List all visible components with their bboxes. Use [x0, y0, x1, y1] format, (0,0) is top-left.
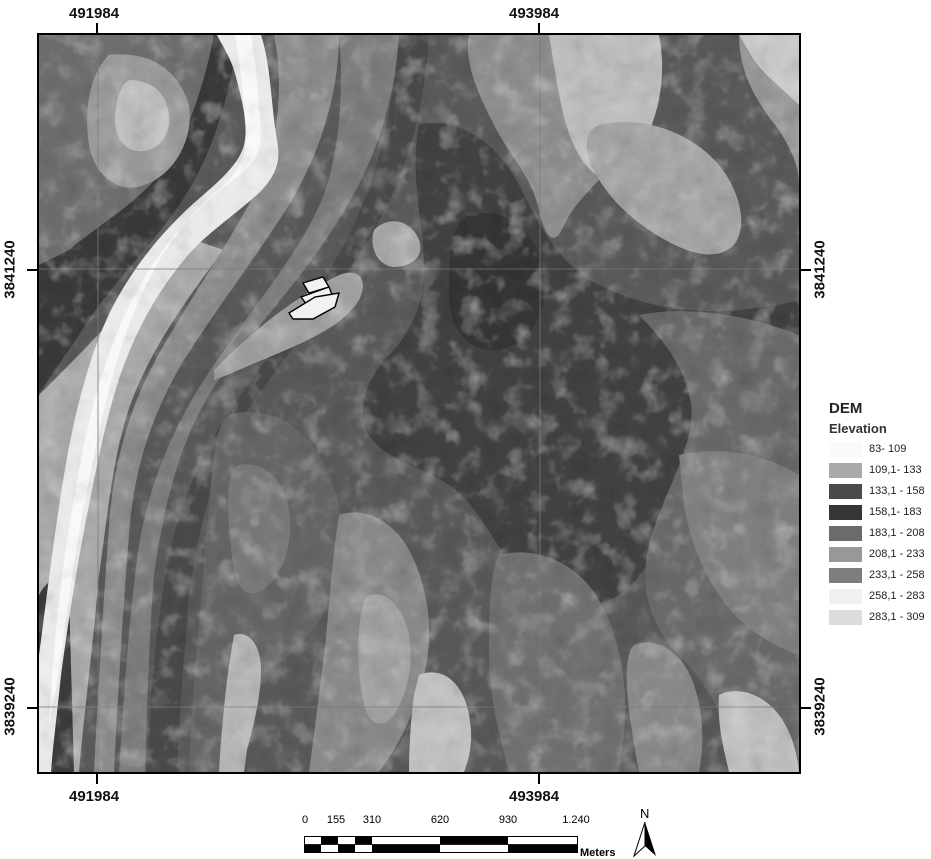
legend-item: 208,1 - 233 — [829, 545, 929, 564]
legend-label: 183,1 - 208 — [869, 527, 925, 539]
dem-map-graphic — [39, 35, 799, 772]
site-outline — [288, 276, 340, 320]
coord-left-bottom: 3839240 — [1, 677, 19, 736]
legend-item: 109,1- 133 — [829, 461, 929, 480]
scale-label-930: 930 — [498, 814, 518, 826]
legend-swatch — [829, 568, 862, 583]
legend-label: 233,1 - 258 — [869, 569, 925, 581]
legend-swatch — [829, 547, 862, 562]
legend-item: 233,1 - 258 — [829, 566, 929, 585]
tick-top-right — [538, 23, 540, 33]
legend-item: 133,1 - 158 — [829, 482, 929, 501]
scale-bar-graphic — [304, 836, 578, 853]
scale-units: Meters — [580, 847, 616, 859]
legend-item: 158,1- 183 — [829, 503, 929, 522]
legend-item: 83- 109 — [829, 440, 929, 459]
coord-top-left: 491984 — [69, 5, 120, 22]
tick-right-bottom — [801, 707, 811, 709]
scale-label-310: 310 — [362, 814, 382, 826]
coord-right-top: 3841240 — [811, 240, 829, 299]
coord-bottom-left: 491984 — [69, 788, 120, 805]
legend-swatch — [829, 526, 862, 541]
legend-swatch — [829, 610, 862, 625]
legend-item: 283,1 - 309 — [829, 608, 929, 627]
north-arrow: N — [632, 806, 658, 858]
legend-swatch — [829, 442, 862, 457]
legend-label: 158,1- 183 — [869, 506, 922, 518]
scale-label-0: 0 — [301, 814, 309, 826]
coord-right-bottom: 3839240 — [811, 677, 829, 736]
legend-label: 83- 109 — [869, 443, 907, 455]
legend-label: 133,1 - 158 — [869, 485, 925, 497]
north-arrow-icon — [632, 822, 656, 858]
coord-top-right: 493984 — [509, 5, 560, 22]
legend-item: 258,1 - 283 — [829, 587, 929, 606]
tick-top-left — [96, 23, 98, 33]
legend-label: 208,1 - 233 — [869, 548, 925, 560]
coord-left-top: 3841240 — [1, 240, 19, 299]
legend: DEM Elevation 83- 109 109,1- 133 133,1 - 1… — [829, 400, 929, 629]
scale-label-620: 620 — [430, 814, 450, 826]
tick-left-bottom — [27, 707, 37, 709]
legend-swatch — [829, 505, 862, 520]
legend-label: 109,1- 133 — [869, 464, 922, 476]
scale-bar: 0 155 310 620 930 1.240 Meters — [300, 814, 640, 859]
legend-title: DEM — [829, 400, 863, 417]
scale-label-155: 155 — [326, 814, 346, 826]
legend-label: 258,1 - 283 — [869, 590, 925, 602]
legend-swatch — [829, 484, 862, 499]
legend-item: 183,1 - 208 — [829, 524, 929, 543]
legend-label: 283,1 - 309 — [869, 611, 925, 623]
dem-map[interactable] — [37, 33, 801, 774]
tick-bottom-left — [96, 774, 98, 784]
north-label: N — [640, 806, 650, 821]
legend-swatch — [829, 463, 862, 478]
scale-label-1240: 1.240 — [562, 814, 590, 826]
legend-subtitle: Elevation — [829, 421, 887, 436]
legend-swatch — [829, 589, 862, 604]
coord-bottom-right: 493984 — [509, 788, 560, 805]
tick-bottom-right — [538, 774, 540, 784]
tick-left-top — [27, 269, 37, 271]
tick-right-top — [801, 269, 811, 271]
